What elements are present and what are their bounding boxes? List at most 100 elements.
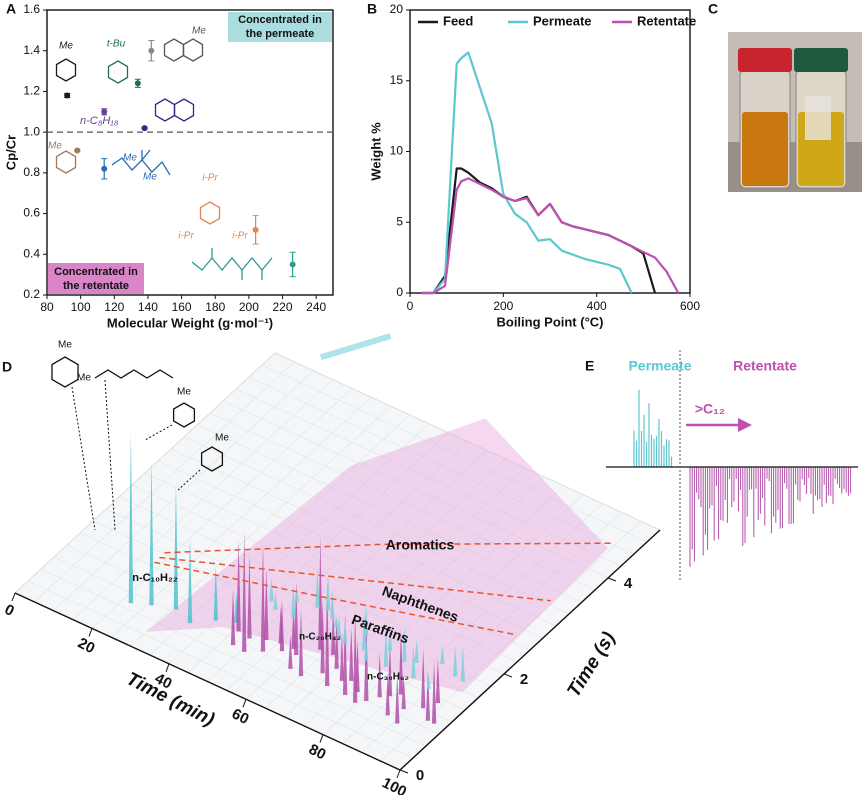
structure [111,149,171,176]
y-tick-label: 1.0 [23,124,40,138]
x-tick-label: 180 [205,300,225,314]
peak [387,627,393,651]
structure [191,248,273,280]
annotation-box [48,263,144,294]
legend-label: Retentate [637,13,696,28]
annotation: n-C₂₀H₄₂ [299,632,341,643]
peak [398,628,404,695]
peak [402,625,407,663]
x-axis [14,592,401,771]
peak [230,588,236,646]
y-tick-label: 20 [390,2,404,16]
x-tick [165,663,170,672]
y-axis-label: Weight % [368,122,383,181]
peak [383,627,389,667]
peak [363,604,369,637]
peak [363,639,369,661]
peak [330,589,335,619]
peak [298,608,304,677]
y-tick-label: 15 [390,73,404,87]
peak [291,584,296,618]
structure-label: i-Pr [178,231,194,242]
structure-label: i-Pr [202,173,218,184]
structure [200,446,224,472]
structure [154,98,176,122]
legend-label: Feed [443,13,473,28]
point [101,108,108,115]
structure [55,150,77,174]
peak [128,433,134,604]
structure [94,369,174,379]
peak [247,555,252,639]
x-tick [396,769,401,779]
structure-label: i-Pr [232,231,248,242]
peak [324,582,330,687]
peak [352,613,358,703]
peak [426,674,431,689]
x-tick-label: 160 [172,300,192,314]
peak [279,598,285,652]
annotation: Aromatics [386,537,455,553]
y-axis-label: Time (s) [563,628,619,701]
peak [440,645,445,664]
peak [431,660,437,724]
point [252,226,259,233]
peak [435,658,441,704]
peak [334,617,339,669]
peak [460,645,466,682]
legend-label: Permeate [533,13,592,28]
point [64,92,71,99]
group-line [154,561,515,636]
peak [349,627,354,681]
annotation-box [228,12,332,42]
peak [387,643,393,697]
peak [236,539,241,632]
x-tick [88,628,93,637]
series-line [421,177,680,295]
peak [401,674,406,710]
x-tick-label: 120 [104,300,124,314]
peak [452,645,458,677]
point [101,165,108,172]
peak [420,648,426,709]
panel-letter: A [6,1,16,17]
grid [14,352,661,771]
peak [269,578,274,602]
y-tick-label: 4 [624,575,633,592]
x-tick [319,734,324,743]
peak [361,611,367,651]
peak [336,616,342,637]
peak [342,621,348,644]
peak [294,588,299,603]
structure-label: Me [123,153,137,164]
x-axis-label: Molecular Weight (g·mol⁻¹) [107,315,273,330]
y-tick-label: 0 [416,767,424,784]
x-tick-label: 600 [680,299,700,313]
y-tick-label: 0 [396,285,403,299]
peak [242,530,247,652]
annotation: n-C₃₀H₆₂ [367,672,409,683]
peak [342,612,348,696]
structure [163,38,185,62]
y-tick-label: 1.2 [23,84,40,98]
peak [339,634,345,681]
structure-label: Me [143,172,157,183]
x-tick [11,592,16,602]
x-tick-label: 140 [138,300,158,314]
annotation: n-C₁₀H₂₂ [132,572,178,584]
peak [173,484,179,610]
streak [319,333,392,361]
peak [333,616,339,628]
peak [395,673,400,724]
structure-label: Me [192,26,206,37]
peak [320,599,325,674]
leader [71,379,201,531]
y-tick [503,673,513,678]
annotation: Concentrated in the retentate [54,266,138,292]
peak [273,592,278,610]
y-tick-label: 10 [390,144,404,158]
peak [325,574,331,611]
x-tick-label: 100 [379,774,409,795]
plot-frame [46,9,334,296]
